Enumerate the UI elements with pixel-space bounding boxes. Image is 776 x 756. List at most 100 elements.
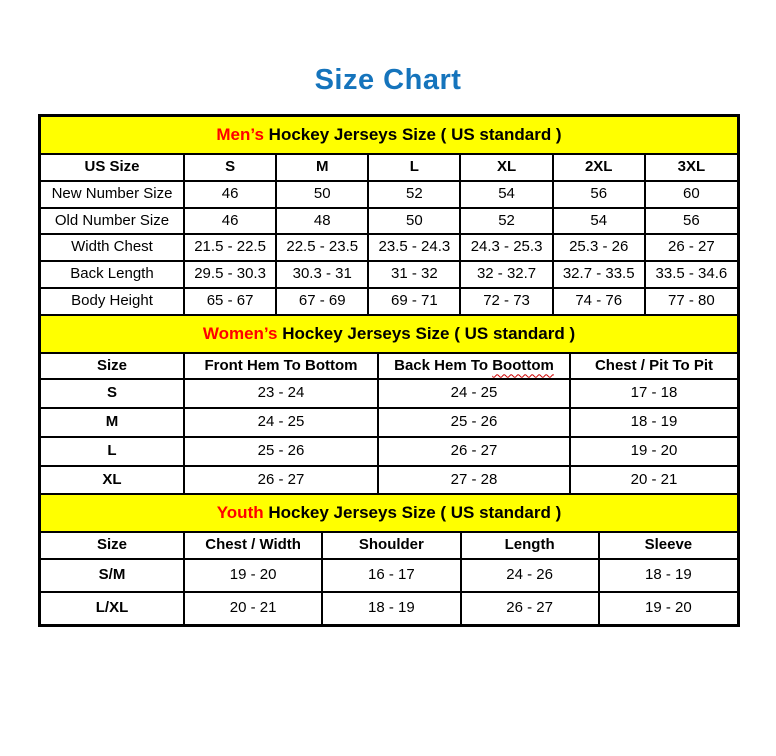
- size-value: 22.5 - 23.5: [275, 233, 370, 262]
- size-value: 74 - 76: [551, 286, 646, 314]
- size-value: 60: [643, 179, 737, 209]
- size-value: 19 - 20: [569, 435, 737, 467]
- column-header: 2XL: [551, 155, 646, 182]
- column-header: US Size: [41, 155, 185, 182]
- size-value: 24 - 26: [459, 558, 600, 593]
- size-value: 20 - 21: [569, 464, 737, 494]
- size-value: 31 - 32: [367, 260, 462, 289]
- size-chart: Men’s Hockey Jerseys Size ( US standard …: [38, 114, 740, 627]
- size-value: 50: [367, 206, 462, 236]
- size-value: 25.3 - 26: [551, 233, 646, 262]
- youth-table: Size Chest / Width Shoulder Length Sleev…: [41, 533, 737, 624]
- column-header-text: Back Hem To: [394, 356, 489, 374]
- size-value: 52: [459, 206, 554, 236]
- womens-section-title: Hockey Jerseys Size ( US standard ): [282, 323, 576, 343]
- row-label: M: [41, 407, 185, 438]
- size-value: 17 - 18: [569, 378, 737, 409]
- size-value: 21.5 - 22.5: [182, 233, 278, 262]
- size-value: 56: [643, 206, 737, 236]
- size-value: 16 - 17: [321, 558, 462, 593]
- column-header: XL: [459, 155, 554, 182]
- size-value: 50: [275, 179, 370, 209]
- size-value: 48: [275, 206, 370, 236]
- womens-header-row: Size Front Hem To Bottom Back Hem To Boo…: [41, 353, 737, 381]
- youth-section-title: Hockey Jerseys Size ( US standard ): [268, 503, 562, 523]
- table-row: Width Chest 21.5 - 22.5 22.5 - 23.5 23.5…: [41, 233, 737, 262]
- column-header: L: [367, 155, 462, 182]
- size-value: 27 - 28: [377, 464, 571, 494]
- table-row: New Number Size 46 50 52 54 56 60: [41, 179, 737, 209]
- size-value: 77 - 80: [643, 286, 737, 314]
- table-row: S 23 - 24 24 - 25 17 - 18: [41, 378, 737, 409]
- row-label: Old Number Size: [41, 206, 185, 236]
- size-value: 72 - 73: [459, 286, 554, 314]
- size-value: 32 - 32.7: [459, 260, 554, 289]
- column-header: Shoulder: [321, 533, 462, 560]
- column-header: Size: [41, 353, 185, 381]
- size-value: 26 - 27: [459, 590, 600, 624]
- size-value: 54: [459, 179, 554, 209]
- column-header: Back Hem To Boottom: [377, 353, 571, 381]
- youth-header-row: Size Chest / Width Shoulder Length Sleev…: [41, 533, 737, 560]
- table-row: XL 26 - 27 27 - 28 20 - 21: [41, 464, 737, 494]
- row-label: L: [41, 435, 185, 467]
- size-value: 19 - 20: [597, 590, 737, 624]
- table-row: Body Height 65 - 67 67 - 69 69 - 71 72 -…: [41, 286, 737, 314]
- table-row: Old Number Size 46 48 50 52 54 56: [41, 206, 737, 236]
- size-value: 67 - 69: [275, 286, 370, 314]
- row-label: XL: [41, 464, 185, 494]
- size-value: 26 - 27: [643, 233, 737, 262]
- size-value: 25 - 26: [377, 407, 571, 438]
- mens-header-row: US Size S M L XL 2XL 3XL: [41, 155, 737, 182]
- size-value: 23.5 - 24.3: [367, 233, 462, 262]
- size-value: 24.3 - 25.3: [459, 233, 554, 262]
- size-value: 54: [551, 206, 646, 236]
- size-value: 23 - 24: [183, 378, 379, 409]
- size-value: 26 - 27: [183, 464, 379, 494]
- table-row: M 24 - 25 25 - 26 18 - 19: [41, 407, 737, 438]
- row-label: Width Chest: [41, 233, 185, 262]
- size-value: 25 - 26: [183, 435, 379, 467]
- row-label: L/XL: [41, 590, 185, 624]
- column-header: Chest / Pit To Pit: [569, 353, 737, 381]
- size-value: 19 - 20: [182, 558, 324, 593]
- column-header: Sleeve: [597, 533, 737, 560]
- mens-table: US Size S M L XL 2XL 3XL New Number Size…: [41, 155, 737, 314]
- row-label: New Number Size: [41, 179, 185, 209]
- size-value: 65 - 67: [182, 286, 278, 314]
- table-row: L/XL 20 - 21 18 - 19 26 - 27 19 - 20: [41, 590, 737, 624]
- mens-section-highlight: Men’s: [216, 125, 264, 144]
- row-label: Body Height: [41, 286, 185, 314]
- column-header: S: [182, 155, 278, 182]
- table-row: S/M 19 - 20 16 - 17 24 - 26 18 - 19: [41, 558, 737, 593]
- womens-section-highlight: Women’s: [202, 323, 278, 343]
- size-value: 46: [182, 206, 278, 236]
- size-value: 33.5 - 34.6: [643, 260, 737, 289]
- table-row: Back Length 29.5 - 30.3 30.3 - 31 31 - 3…: [41, 260, 737, 289]
- column-header: 3XL: [643, 155, 737, 182]
- size-value: 18 - 19: [321, 590, 462, 624]
- page-title: Size Chart: [314, 64, 462, 96]
- mens-section-title: Hockey Jerseys Size ( US standard ): [268, 125, 562, 144]
- column-header: Chest / Width: [182, 533, 324, 560]
- size-value: 30.3 - 31: [275, 260, 370, 289]
- size-value: 32.7 - 33.5: [551, 260, 646, 289]
- column-header: Length: [459, 533, 600, 560]
- size-value: 46: [182, 179, 278, 209]
- table-row: L 25 - 26 26 - 27 19 - 20: [41, 435, 737, 467]
- size-value: 26 - 27: [377, 435, 571, 467]
- size-value: 24 - 25: [377, 378, 571, 409]
- youth-section-header: Youth Hockey Jerseys Size ( US standard …: [41, 493, 737, 534]
- size-value: 20 - 21: [182, 590, 324, 624]
- misspelled-word: Boottom: [492, 356, 554, 374]
- size-value: 29.5 - 30.3: [182, 260, 278, 289]
- womens-section-header: Women’s Hockey Jerseys Size ( US standar…: [41, 313, 737, 354]
- size-value: 52: [367, 179, 462, 209]
- row-label: S/M: [41, 558, 185, 593]
- mens-section-header: Men’s Hockey Jerseys Size ( US standard …: [41, 117, 737, 155]
- size-value: 69 - 71: [367, 286, 462, 314]
- size-value: 24 - 25: [183, 407, 379, 438]
- size-value: 18 - 19: [597, 558, 737, 593]
- youth-section-highlight: Youth: [216, 503, 264, 523]
- column-header: M: [275, 155, 370, 182]
